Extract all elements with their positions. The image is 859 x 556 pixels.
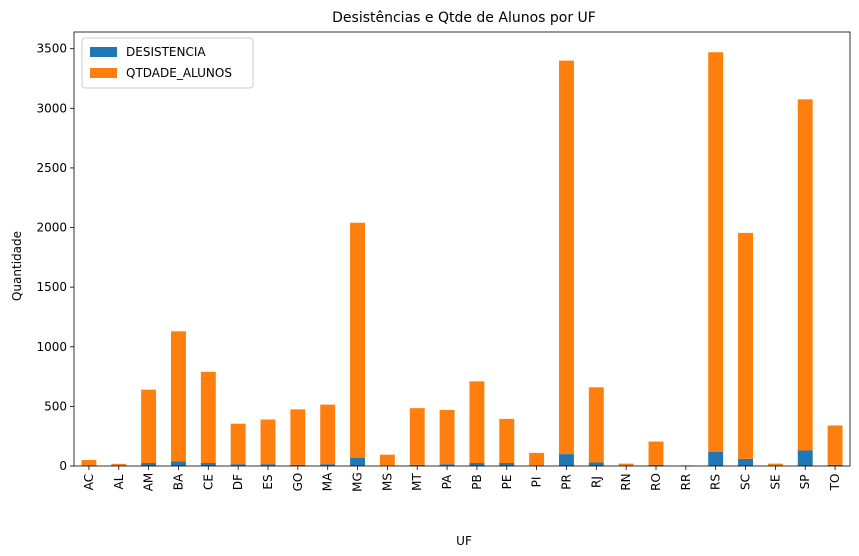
bar-qtdade-alunos-ba bbox=[171, 331, 186, 462]
bar-desistencia-ro bbox=[648, 464, 664, 466]
bar-qtdade-alunos-ms bbox=[379, 454, 395, 466]
bar-qtdade-alunos-sc bbox=[738, 232, 753, 459]
x-tick-label: SC bbox=[739, 474, 753, 490]
x-tick-label: AL bbox=[112, 474, 126, 489]
bar-desistencia-sc bbox=[738, 458, 753, 466]
bar-desistencia-mg bbox=[350, 457, 365, 466]
y-tick-label: 0 bbox=[59, 459, 67, 473]
x-tick-label: RJ bbox=[589, 476, 603, 488]
y-axis-title: Quantidade bbox=[10, 231, 24, 301]
y-tick-label: 3000 bbox=[36, 101, 67, 115]
bar-desistencia-rs bbox=[708, 451, 724, 466]
y-tick-label: 2500 bbox=[36, 161, 67, 175]
bar-qtdade-alunos-go bbox=[290, 409, 306, 465]
x-tick-label: MT bbox=[410, 472, 424, 490]
y-tick-label: 1500 bbox=[36, 280, 67, 294]
legend: DESISTENCIA QTDADE_ALUNOS bbox=[81, 37, 254, 89]
bar-qtdade-alunos-mt bbox=[409, 408, 425, 465]
plot-area: AC AL AM BA CE DF ES GO MA MG MS MT PA PB PE PI PR RJ RN RO… bbox=[36, 31, 851, 492]
x-tick-label: SE bbox=[768, 474, 782, 489]
bar-qtdade-alunos-to bbox=[827, 425, 843, 465]
x-tick-label: CE bbox=[201, 474, 215, 490]
bar-desistencia-pe bbox=[499, 463, 515, 466]
x-tick-label: RO bbox=[649, 473, 663, 491]
bar-qtdade-alunos-sp bbox=[797, 99, 813, 451]
x-tick-label: RS bbox=[709, 474, 723, 490]
x-axis-title: UF bbox=[456, 534, 472, 548]
bar-qtdade-alunos-pi bbox=[529, 452, 545, 466]
bar-qtdade-alunos-am bbox=[141, 389, 157, 464]
bar-qtdade-alunos-pb bbox=[469, 381, 485, 464]
bar-qtdade-alunos-rn bbox=[618, 463, 634, 466]
x-tick-label: PE bbox=[500, 475, 514, 490]
bar-qtdade-alunos-se bbox=[767, 463, 783, 466]
y-tick-label: 1000 bbox=[36, 340, 67, 354]
bar-qtdade-alunos-rs bbox=[708, 52, 724, 452]
bar-qtdade-alunos-pr bbox=[559, 60, 574, 455]
chart-title: Desistências e Qtde de Alunos por UF bbox=[332, 10, 596, 26]
bar-qtdade-alunos-ro bbox=[648, 441, 664, 465]
bar-desistencia-df bbox=[230, 464, 246, 466]
bar-desistencia-ma bbox=[320, 464, 336, 466]
legend-swatch-desistencia bbox=[90, 47, 117, 57]
x-tick-label: RR bbox=[679, 474, 693, 491]
x-tick-label: MG bbox=[351, 472, 365, 492]
x-tick-label: TO bbox=[828, 474, 842, 492]
bar-qtdade-alunos-pa bbox=[439, 409, 455, 465]
bar-desistencia-pb bbox=[469, 463, 485, 466]
x-tick-label: BA bbox=[171, 473, 185, 490]
bar-desistencia-rj bbox=[588, 462, 604, 466]
bar-desistencia-pr bbox=[559, 454, 574, 466]
bar-desistencia-sp bbox=[797, 450, 813, 466]
x-tick-label: DF bbox=[231, 474, 245, 490]
y-tick-label: 500 bbox=[44, 399, 67, 413]
legend-label-desistencia: DESISTENCIA bbox=[126, 45, 206, 59]
legend-swatch-qtdade-alunos bbox=[90, 68, 117, 78]
y-tick-label: 2000 bbox=[36, 221, 67, 235]
legend-box bbox=[81, 37, 254, 89]
bar-qtdade-alunos-rj bbox=[588, 387, 604, 463]
x-tick-label: PI bbox=[530, 477, 544, 488]
x-tick-label: AM bbox=[142, 473, 156, 492]
bar-qtdade-alunos-ce bbox=[200, 371, 216, 464]
bar-qtdade-alunos-ma bbox=[320, 404, 336, 465]
bar-desistencia-am bbox=[141, 463, 157, 466]
x-tick-label: PR bbox=[559, 474, 573, 490]
x-tick-label: AC bbox=[82, 474, 96, 490]
legend-label-qtdade-alunos: QTDADE_ALUNOS bbox=[126, 66, 232, 80]
bar-qtdade-alunos-mg bbox=[350, 222, 365, 458]
y-tick-label: 3500 bbox=[36, 42, 67, 56]
bar-desistencia-mt bbox=[409, 464, 425, 466]
bar-qtdade-alunos-ac bbox=[81, 460, 97, 466]
bar-qtdade-alunos-pe bbox=[499, 418, 515, 464]
bar-qtdade-alunos-al bbox=[111, 463, 127, 466]
bar-desistencia-ba bbox=[171, 461, 186, 466]
bar-qtdade-alunos-df bbox=[230, 423, 246, 465]
bar-desistencia-go bbox=[290, 464, 306, 466]
bar-desistencia-ce bbox=[200, 463, 216, 466]
x-tick-label: PA bbox=[440, 474, 454, 489]
bar-qtdade-alunos-es bbox=[260, 419, 276, 465]
x-tick-label: SP bbox=[798, 475, 812, 490]
x-tick-label: PB bbox=[470, 474, 484, 489]
plot-frame bbox=[73, 31, 851, 467]
x-tick-label: ES bbox=[261, 474, 275, 489]
x-tick-label: GO bbox=[291, 473, 305, 492]
bar-desistencia-es bbox=[260, 464, 276, 466]
x-tick-label: RN bbox=[619, 473, 633, 490]
bar-desistencia-pa bbox=[439, 464, 455, 466]
x-tick-label: MS bbox=[380, 473, 394, 491]
bar-desistencia-to bbox=[827, 464, 843, 466]
x-tick-label: MA bbox=[321, 472, 335, 491]
